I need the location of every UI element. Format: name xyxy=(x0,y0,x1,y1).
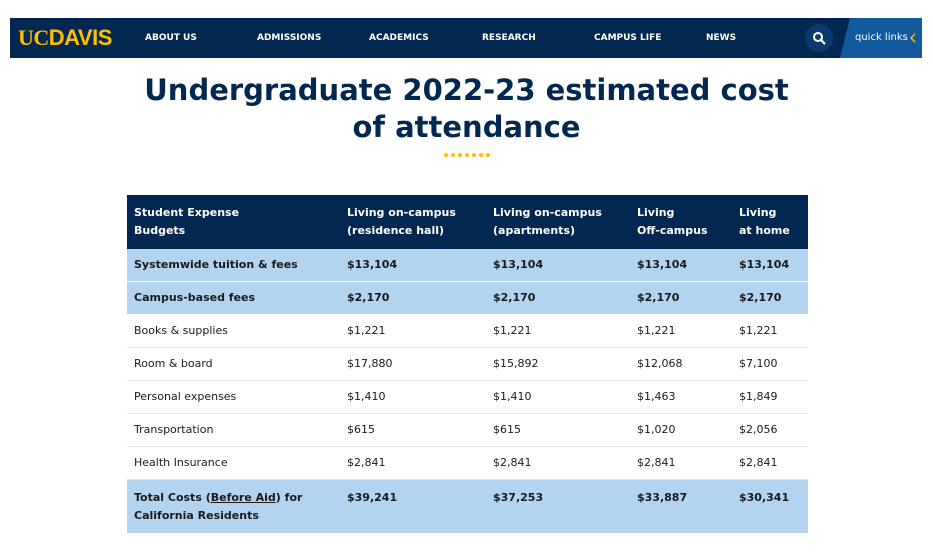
table-cell: $1,221 xyxy=(630,314,732,348)
table-row: Personal expenses $1,410 $1,410 $1,463 $1,84… xyxy=(127,380,808,414)
table-cell: $2,170 xyxy=(732,281,808,315)
header-line: Living on-campus xyxy=(347,206,456,219)
table-cell: $17,880 xyxy=(340,347,486,381)
nav-item[interactable]: ABOUT US xyxy=(145,33,197,43)
table-cell: Systemwide tuition & fees xyxy=(127,249,340,282)
table-cell: $1,410 xyxy=(340,380,486,414)
table-cell: $615 xyxy=(486,413,630,447)
search-button[interactable] xyxy=(805,24,833,52)
table-cell: Campus-based fees xyxy=(127,281,340,315)
total-label-line: Total Costs (Before Aid) for xyxy=(134,489,333,507)
quick-links[interactable]: quick links xyxy=(840,18,922,58)
header-line: Living xyxy=(637,206,675,219)
table-cell: $1,410 xyxy=(486,380,630,414)
table-cell: Transportation xyxy=(127,413,340,447)
table-cell: $2,841 xyxy=(340,446,486,480)
table-cell: Books & supplies xyxy=(127,314,340,348)
table-cell: $15,892 xyxy=(486,347,630,381)
table-cell: $2,841 xyxy=(486,446,630,480)
table-cell: Room & board xyxy=(127,347,340,381)
quick-links-label: quick links xyxy=(855,32,908,43)
table-row: Transportation $615 $615 $1,020 $2,056 xyxy=(127,413,808,447)
table-cell: $2,170 xyxy=(340,281,486,315)
nav-item[interactable]: ADMISSIONS xyxy=(257,33,322,43)
table-cell: $13,104 xyxy=(340,249,486,282)
total-label-line: California Residents xyxy=(134,509,259,522)
logo-uc: UC xyxy=(18,25,49,50)
table-cell: $12,068 xyxy=(630,347,732,381)
table-cell: $615 xyxy=(340,413,486,447)
header-line: (residence hall) xyxy=(347,224,445,237)
total-cell: $37,253 xyxy=(486,479,630,534)
logo-davis: DAVIS xyxy=(48,25,113,50)
header-row: Student Expense Budgets Living on-campus (r… xyxy=(127,195,808,249)
before-aid-link[interactable]: Before Aid xyxy=(210,491,276,504)
table-cell: $1,020 xyxy=(630,413,732,447)
column-header: Living Off-campus xyxy=(630,195,732,249)
table-row: Systemwide tuition & fees $13,104 $13,104 $… xyxy=(127,249,808,282)
table-cell: $1,221 xyxy=(340,314,486,348)
header-line: Off-campus xyxy=(637,224,708,237)
cost-table: Student Expense Budgets Living on-campus (r… xyxy=(127,195,808,534)
column-header: Living at home xyxy=(732,195,808,249)
total-cell: $33,887 xyxy=(630,479,732,534)
nav-item[interactable]: RESEARCH xyxy=(482,33,536,43)
search-icon xyxy=(813,32,826,45)
table-cell: $13,104 xyxy=(630,249,732,282)
header-line: Living xyxy=(739,206,777,219)
table-cell: $2,170 xyxy=(486,281,630,315)
page-title: Undergraduate 2022-23 estimated cost of … xyxy=(144,73,789,144)
total-row: Total Costs (Before Aid) for California R… xyxy=(127,479,808,534)
nav-item[interactable]: NEWS xyxy=(706,33,737,43)
label-text: Total Costs ( xyxy=(134,491,211,504)
table-cell: $1,463 xyxy=(630,380,732,414)
table-row: Books & supplies $1,221 $1,221 $1,221 $1,221 xyxy=(127,314,808,348)
table-cell: $2,841 xyxy=(630,446,732,480)
total-cell: $30,341 xyxy=(732,479,808,534)
column-header: Living on-campus (apartments) xyxy=(486,195,630,249)
nav-item[interactable]: ACADEMICS xyxy=(369,33,429,43)
table-cell: Personal expenses xyxy=(127,380,340,414)
header-line: Living on-campus xyxy=(493,206,602,219)
table-cell: $1,221 xyxy=(486,314,630,348)
title-dots xyxy=(444,153,490,157)
table-cell: Health Insurance xyxy=(127,446,340,480)
table-cell: $2,841 xyxy=(732,446,808,480)
logo[interactable]: UCDAVIS xyxy=(18,27,112,49)
column-header: Student Expense Budgets xyxy=(127,195,340,249)
chevron-icon xyxy=(910,33,916,43)
table-row: Room & board $17,880 $15,892 $12,068 $7,100 xyxy=(127,347,808,381)
nav-item[interactable]: CAMPUS LIFE xyxy=(594,33,662,43)
header-line: Student Expense xyxy=(134,206,240,219)
table-row: Health Insurance $2,841 $2,841 $2,841 $2,841 xyxy=(127,446,808,480)
total-cell: $39,241 xyxy=(340,479,486,534)
column-header: Living on-campus (residence hall) xyxy=(340,195,486,249)
table-row: Campus-based fees $2,170 $2,170 $2,170 $2,17… xyxy=(127,281,808,315)
header-line: Budgets xyxy=(134,224,186,237)
total-label: Total Costs (Before Aid) for California R… xyxy=(127,479,340,534)
nav-bar: UCDAVIS ABOUT US ADMISSIONS ACADEMICS RESEA… xyxy=(10,18,922,58)
table-cell: $1,849 xyxy=(732,380,808,414)
table-cell: $13,104 xyxy=(732,249,808,282)
table-cell: $7,100 xyxy=(732,347,808,381)
table-cell: $1,221 xyxy=(732,314,808,348)
header-line: at home xyxy=(739,224,790,237)
table-cell: $2,170 xyxy=(630,281,732,315)
table-cell: $13,104 xyxy=(486,249,630,282)
label-text: ) for xyxy=(275,491,303,504)
table-cell: $2,056 xyxy=(732,413,808,447)
header-line: (apartments) xyxy=(493,224,576,237)
